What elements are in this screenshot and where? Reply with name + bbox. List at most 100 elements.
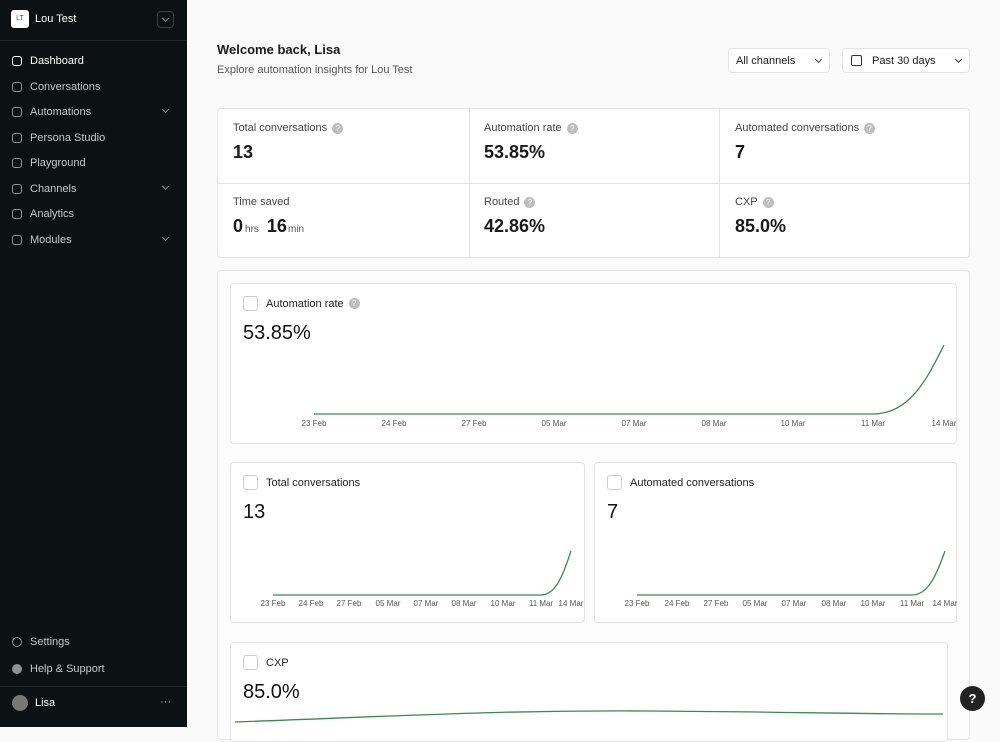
- nav-label: Dashboard: [30, 55, 84, 67]
- nav-label: Automations: [30, 106, 92, 118]
- stat-card: Time saved 0 hrs 16min: [233, 196, 304, 237]
- avatar: [12, 695, 28, 711]
- nav-label: Help & Support: [30, 663, 105, 675]
- nav-item[interactable]: Conversations: [12, 77, 176, 97]
- nav-label: Analytics: [30, 208, 75, 220]
- stat-value-text: 85.0%: [735, 216, 787, 236]
- user-name[interactable]: Lisa: [35, 697, 56, 709]
- icon: [12, 82, 22, 92]
- icon: [12, 637, 22, 647]
- nav-label: Modules: [30, 234, 72, 246]
- chart-card: Automated conversations 7: [594, 462, 957, 623]
- chart-title: CXP: [243, 655, 289, 670]
- stat-value: 53.85%: [484, 142, 578, 163]
- divider: [0, 40, 187, 41]
- minutes: 16: [266, 216, 287, 236]
- calendar-icon: [851, 55, 862, 66]
- stat-label-text: Automation rate: [484, 122, 562, 134]
- workspace-toggle[interactable]: [157, 11, 174, 28]
- nav-label: Playground: [30, 157, 86, 169]
- filter-label: All channels: [736, 55, 796, 67]
- icon: [12, 158, 22, 168]
- chevron: [161, 105, 170, 114]
- unit: hrs: [245, 224, 259, 235]
- stat-card: Automated conversations? 7: [735, 122, 876, 163]
- page-subtitle: Explore automation insights for Lou Test: [217, 64, 413, 76]
- chart-icon: [243, 655, 258, 670]
- stat-value: 0 hrs 16min: [233, 216, 304, 237]
- nav-label: Conversations: [30, 81, 101, 93]
- chart-icon: [607, 475, 622, 490]
- filter-label: Past 30 days: [872, 55, 936, 67]
- chart-icon: [243, 475, 258, 490]
- channel-filter[interactable]: All channels: [728, 48, 830, 73]
- date-filter[interactable]: Past 30 days: [842, 48, 970, 73]
- nav-label: Persona Studio: [30, 132, 106, 144]
- nav-item[interactable]: Automations: [12, 102, 176, 122]
- stat-label: CXP?: [735, 196, 786, 208]
- icon: [12, 235, 22, 245]
- help-icon: ?: [864, 122, 876, 134]
- stat-card: CXP? 85.0%: [735, 196, 786, 237]
- page-title: Welcome back, Lisa: [217, 42, 341, 57]
- nav-item[interactable]: Playground: [12, 153, 176, 173]
- stat-value-text: 13: [233, 142, 254, 162]
- nav-label: Settings: [30, 636, 70, 648]
- stat-label: Total conversations?: [233, 122, 344, 134]
- help-icon: ?: [524, 196, 536, 208]
- nav-label: Channels: [30, 183, 77, 195]
- chevron: [161, 182, 170, 191]
- help-icon: ?: [332, 122, 344, 134]
- nav-item[interactable]: Modules: [12, 230, 176, 250]
- stat-value: 85.0%: [735, 216, 786, 237]
- stat-label-text: Total conversations: [233, 122, 328, 134]
- help-icon: ?: [762, 196, 774, 208]
- nav-item[interactable]: Dashboard: [12, 51, 176, 71]
- help-button[interactable]: ?: [960, 686, 985, 711]
- stat-value: 42.86%: [484, 216, 545, 237]
- stat-card: Total conversations? 13: [233, 122, 344, 163]
- stat-card: Automation rate? 53.85%: [484, 122, 578, 163]
- chart-title: Automated conversations: [607, 475, 754, 490]
- chart-card: CXP 85.0%: [230, 642, 948, 742]
- chart-title: Automation rate?: [243, 296, 360, 311]
- stat-label-text: CXP: [735, 196, 758, 208]
- chart-value: 7: [607, 501, 619, 523]
- icon: [12, 184, 22, 194]
- stat-value: 13: [233, 142, 343, 163]
- chart-title-text: Total conversations: [266, 476, 361, 489]
- nav-item[interactable]: Settings: [12, 632, 176, 652]
- icon: [12, 133, 22, 143]
- chart-title-text: CXP: [266, 656, 289, 669]
- nav-item[interactable]: Channels: [12, 179, 176, 199]
- stat-value-text: 42.86%: [484, 216, 546, 236]
- stat-label-text: Time saved: [233, 196, 290, 208]
- stat-value-text: 53.85%: [484, 142, 546, 162]
- chart-value: 53.85%: [243, 322, 311, 344]
- help-icon: ?: [566, 122, 578, 134]
- icon: [12, 209, 22, 219]
- chart-value: 13: [243, 501, 266, 523]
- chart-title-text: Automation rate: [266, 297, 344, 310]
- nav-item[interactable]: Persona Studio: [12, 128, 176, 148]
- nav-item[interactable]: Help & Support: [12, 659, 176, 679]
- stat-label-text: Routed: [484, 196, 520, 208]
- stats-panel: Total conversations? 13 Automation rate? 53…: [217, 108, 970, 258]
- stat-label: Automated conversations?: [735, 122, 876, 134]
- chart-title: Total conversations: [243, 475, 360, 490]
- nav-item[interactable]: Analytics: [12, 204, 176, 224]
- chart-value: 85.0%: [243, 681, 300, 703]
- user-menu[interactable]: ···: [160, 696, 171, 708]
- chart-card: Total conversations 13: [230, 462, 585, 623]
- workspace-badge: LT: [11, 10, 29, 28]
- stat-value: 7: [735, 142, 875, 163]
- workspace-name[interactable]: Lou Test: [35, 13, 77, 25]
- unit: min: [287, 224, 305, 235]
- stat-value-text: 7: [735, 142, 746, 162]
- stat-label: Time saved: [233, 196, 304, 208]
- stat-card: Routed? 42.86%: [484, 196, 545, 237]
- chart-card: Automation rate? 53.85%: [230, 283, 957, 444]
- icon: [12, 56, 22, 66]
- stat-label: Automation rate?: [484, 122, 578, 134]
